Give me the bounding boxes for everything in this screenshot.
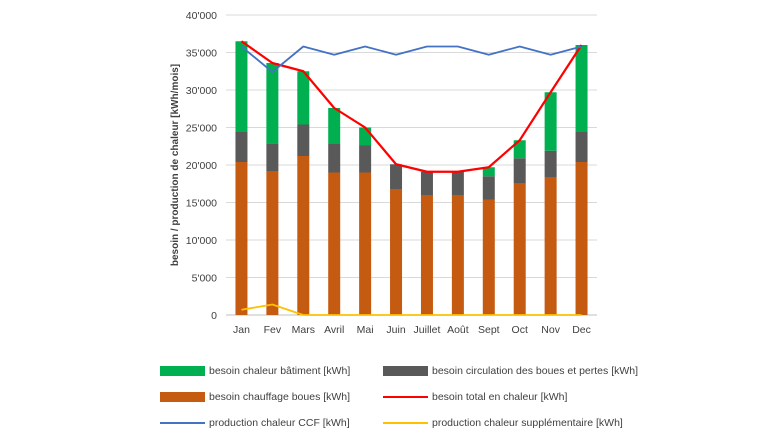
bar-segment (451, 195, 464, 315)
bar-segment (297, 124, 310, 156)
x-tick-label: Oct (512, 324, 528, 336)
bar-segment (513, 183, 526, 315)
bar-segment (482, 199, 495, 315)
y-axis-label: besoin / production de chaleur [kWh/mois… (170, 64, 181, 266)
bar-segment (482, 167, 495, 177)
series-line (241, 303, 582, 316)
x-tick-label: Fev (264, 324, 282, 336)
bar-segment (544, 92, 557, 151)
x-tick-label: Nov (541, 324, 560, 336)
bar-segment (575, 132, 588, 162)
x-tick-labels: Jan Fev Mars Avril Mai Juin Juillet Août Sept Oct… (233, 324, 591, 336)
x-tick-label: Avril (324, 324, 344, 336)
bar-segment (390, 164, 403, 189)
bar-segment (359, 127, 372, 146)
bar-segment (359, 145, 372, 173)
y-tick-labels: 0 5'000 10'000 15'000 20'000 25'000 30'000 35'0… (186, 10, 217, 322)
bar-segment (328, 108, 341, 144)
bar-segment (544, 177, 557, 315)
x-tick-label: Sept (478, 324, 500, 336)
bar-segment (266, 171, 279, 315)
bar-segment (544, 150, 557, 178)
y-tick-label: 20'000 (186, 160, 217, 172)
x-tick-label: Juillet (414, 324, 441, 336)
bar-segment (451, 171, 464, 196)
lines-group (240, 40, 583, 316)
bar-segment (420, 171, 433, 196)
y-tick-label: 35'000 (186, 48, 217, 60)
bar-segment (235, 162, 248, 315)
series-line (240, 40, 583, 173)
bar-segment (359, 172, 372, 315)
y-tick-label: 10'000 (186, 235, 217, 247)
y-tick-label: 40'000 (186, 10, 217, 22)
bar-segment (235, 41, 248, 132)
y-tick-label: 5'000 (192, 273, 218, 285)
bars-group (235, 41, 588, 315)
bar-segment (482, 176, 495, 200)
y-tick-label: 15'000 (186, 198, 217, 210)
bar-segment (297, 156, 310, 315)
bar-segment (328, 144, 341, 173)
bar-segment (420, 195, 433, 315)
series-line (240, 45, 582, 73)
y-tick-label: 30'000 (186, 85, 217, 97)
y-tick-label: 25'000 (186, 123, 217, 135)
bar-segment (390, 189, 403, 315)
x-tick-label: Août (447, 324, 469, 336)
x-tick-label: Mai (357, 324, 374, 336)
x-tick-label: Mars (292, 324, 315, 336)
x-tick-label: Juin (386, 324, 405, 336)
x-tick-label: Dec (572, 324, 591, 336)
bar-segment (328, 172, 341, 315)
gridlines (226, 14, 597, 316)
bar-segment (575, 162, 588, 315)
x-tick-label: Jan (233, 324, 250, 336)
bar-segment (235, 132, 248, 162)
bar-segment (513, 158, 526, 184)
bar-segment (297, 71, 310, 125)
bar-segment (266, 63, 279, 144)
bar-segment (575, 45, 588, 132)
bar-segment (513, 140, 526, 159)
bar-segment (266, 143, 279, 172)
y-tick-label: 0 (211, 310, 217, 322)
